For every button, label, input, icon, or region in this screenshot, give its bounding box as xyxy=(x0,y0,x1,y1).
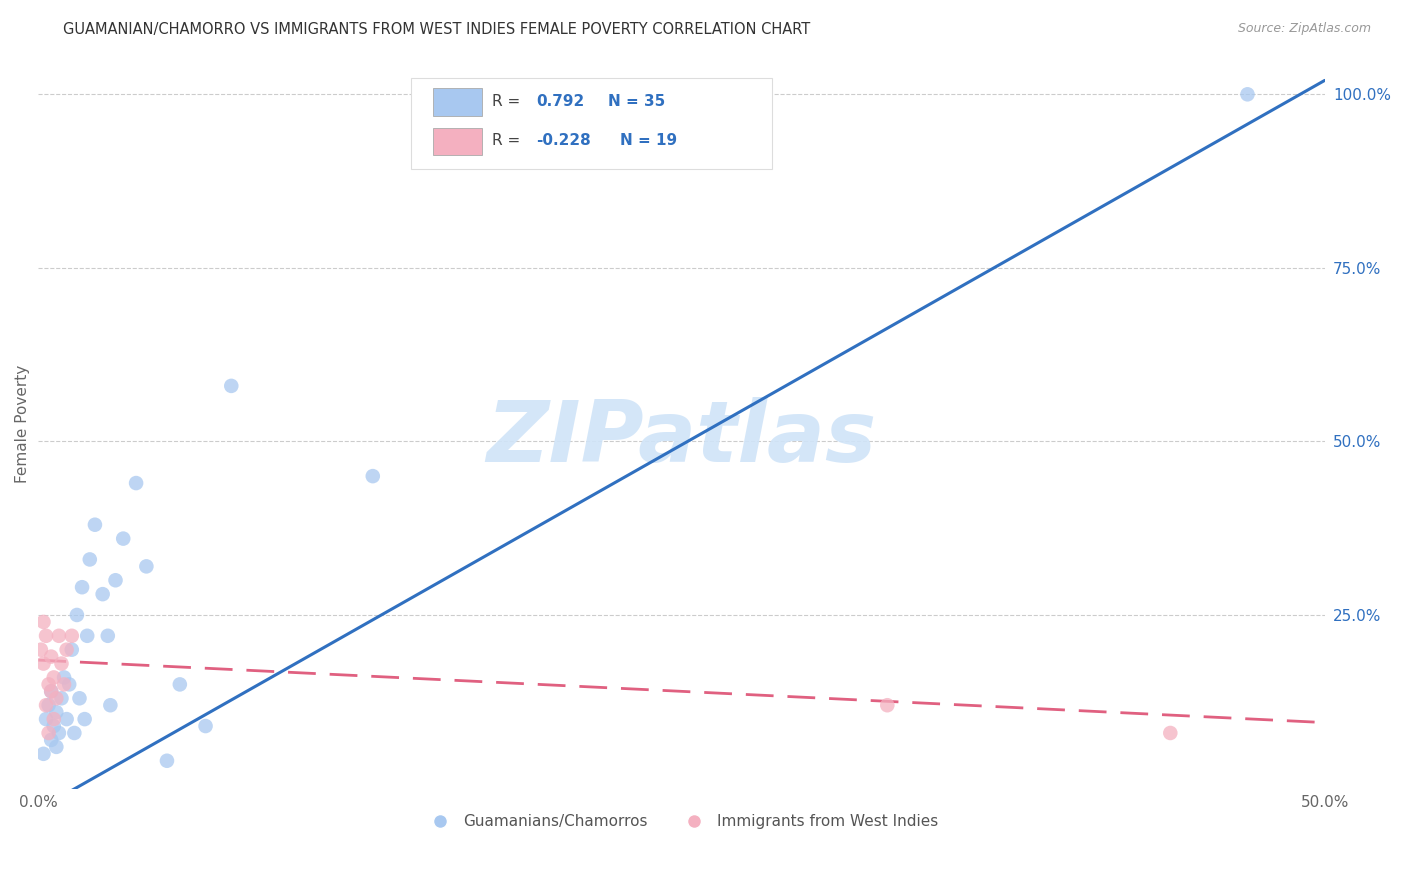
Point xyxy=(39,684,62,698)
Point xyxy=(42,712,65,726)
Point xyxy=(169,677,191,691)
Point xyxy=(32,615,55,629)
Point xyxy=(1236,87,1258,102)
Point xyxy=(53,677,76,691)
Point xyxy=(66,607,89,622)
Point xyxy=(39,733,62,747)
Point xyxy=(91,587,114,601)
Point xyxy=(30,642,52,657)
Point xyxy=(73,712,96,726)
Point xyxy=(53,670,76,684)
Point xyxy=(39,684,62,698)
Point xyxy=(79,552,101,566)
Point xyxy=(45,691,67,706)
Point xyxy=(42,670,65,684)
Y-axis label: Female Poverty: Female Poverty xyxy=(15,365,30,483)
Point xyxy=(42,719,65,733)
Point xyxy=(38,726,60,740)
Point xyxy=(51,691,73,706)
Text: ZIPatlas: ZIPatlas xyxy=(486,397,876,480)
Text: -0.228: -0.228 xyxy=(536,133,591,148)
Point xyxy=(39,649,62,664)
Point xyxy=(104,574,127,588)
Text: N = 19: N = 19 xyxy=(620,133,676,148)
Point xyxy=(135,559,157,574)
Point xyxy=(51,657,73,671)
Point xyxy=(63,726,86,740)
Point xyxy=(55,642,77,657)
Point xyxy=(361,469,384,483)
Point xyxy=(98,698,121,713)
Point xyxy=(125,476,148,491)
Point xyxy=(84,517,107,532)
Point xyxy=(69,691,91,706)
Point xyxy=(60,629,83,643)
Point xyxy=(58,677,80,691)
Text: R =: R = xyxy=(492,133,530,148)
Point xyxy=(60,642,83,657)
Point xyxy=(97,629,120,643)
Text: Source: ZipAtlas.com: Source: ZipAtlas.com xyxy=(1237,22,1371,36)
Point xyxy=(38,677,60,691)
Point xyxy=(112,532,135,546)
Point xyxy=(35,712,58,726)
Point xyxy=(876,698,898,713)
Point xyxy=(35,629,58,643)
Point xyxy=(45,705,67,719)
FancyBboxPatch shape xyxy=(433,128,482,155)
Point xyxy=(1159,726,1181,740)
FancyBboxPatch shape xyxy=(412,78,772,169)
Point xyxy=(219,379,242,393)
Point xyxy=(45,739,67,754)
Point xyxy=(55,712,77,726)
FancyBboxPatch shape xyxy=(433,88,482,116)
Text: N = 35: N = 35 xyxy=(609,94,665,109)
Point xyxy=(70,580,93,594)
Point xyxy=(32,747,55,761)
Text: R =: R = xyxy=(492,94,530,109)
Point xyxy=(38,698,60,713)
Point xyxy=(76,629,98,643)
Point xyxy=(32,657,55,671)
Point xyxy=(48,726,70,740)
Point xyxy=(156,754,179,768)
Text: GUAMANIAN/CHAMORRO VS IMMIGRANTS FROM WEST INDIES FEMALE POVERTY CORRELATION CHA: GUAMANIAN/CHAMORRO VS IMMIGRANTS FROM WE… xyxy=(63,22,810,37)
Point xyxy=(194,719,217,733)
Legend: Guamanians/Chamorros, Immigrants from West Indies: Guamanians/Chamorros, Immigrants from We… xyxy=(419,808,943,836)
Point xyxy=(48,629,70,643)
Point xyxy=(35,698,58,713)
Text: 0.792: 0.792 xyxy=(536,94,585,109)
